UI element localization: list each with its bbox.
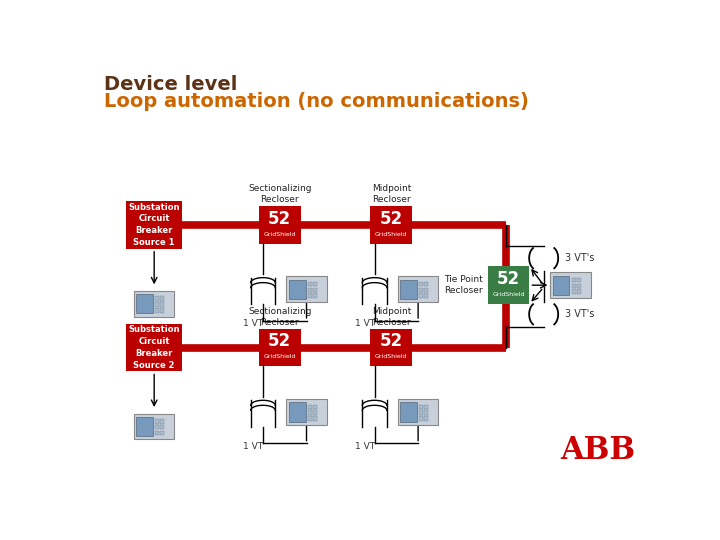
Bar xyxy=(307,294,312,298)
Bar xyxy=(156,425,159,429)
Bar xyxy=(577,284,580,288)
Bar xyxy=(424,404,428,409)
Bar xyxy=(419,404,423,409)
Bar xyxy=(136,294,153,313)
Bar xyxy=(424,288,428,292)
Bar xyxy=(312,282,317,286)
Bar xyxy=(156,296,159,301)
Text: GridShield: GridShield xyxy=(264,354,296,359)
Bar xyxy=(134,414,174,440)
Bar xyxy=(419,410,423,415)
Bar xyxy=(398,276,438,302)
Bar xyxy=(312,288,317,292)
Bar xyxy=(419,282,423,286)
Text: 1 VT: 1 VT xyxy=(355,319,375,328)
Bar xyxy=(156,419,159,424)
Bar xyxy=(161,419,164,424)
Text: 1 VT: 1 VT xyxy=(355,442,375,450)
Bar xyxy=(577,289,580,294)
Text: GridShield: GridShield xyxy=(264,232,296,237)
Bar xyxy=(398,399,438,425)
Bar xyxy=(136,417,153,436)
Text: 52: 52 xyxy=(379,210,403,228)
Bar xyxy=(156,302,159,307)
Bar xyxy=(161,296,164,301)
Bar xyxy=(161,425,164,429)
Bar xyxy=(312,410,317,415)
Bar xyxy=(577,278,580,282)
Text: 1 VT: 1 VT xyxy=(243,319,264,328)
Text: Loop automation (no communications): Loop automation (no communications) xyxy=(104,92,528,111)
Text: Midpoint
Recloser: Midpoint Recloser xyxy=(372,307,411,327)
Bar xyxy=(424,416,428,421)
Bar xyxy=(161,308,164,313)
Text: 52: 52 xyxy=(268,332,292,350)
Bar xyxy=(258,206,301,244)
Bar xyxy=(400,280,417,299)
Bar xyxy=(287,276,327,302)
Text: 3 VT's: 3 VT's xyxy=(565,253,594,263)
Bar xyxy=(487,266,529,304)
Bar xyxy=(370,206,413,244)
Text: Substation
Circuit
Breaker
Source 1: Substation Circuit Breaker Source 1 xyxy=(128,202,180,247)
Text: Midpoint
Recloser: Midpoint Recloser xyxy=(372,184,411,204)
Text: 3 VT's: 3 VT's xyxy=(565,309,594,319)
Bar xyxy=(312,404,317,409)
Text: Tie Point
Recloser: Tie Point Recloser xyxy=(444,275,483,295)
Bar xyxy=(161,431,164,435)
Text: GridShield: GridShield xyxy=(492,292,525,297)
Bar xyxy=(156,431,159,435)
Bar xyxy=(126,323,182,372)
Bar xyxy=(258,329,301,366)
Bar xyxy=(424,410,428,415)
Bar xyxy=(400,402,417,422)
Bar xyxy=(307,288,312,292)
Bar xyxy=(552,275,570,295)
Bar xyxy=(550,272,590,298)
Bar xyxy=(419,416,423,421)
Bar xyxy=(424,294,428,298)
Text: 52: 52 xyxy=(379,332,403,350)
Text: Sectionalizing
Recloser: Sectionalizing Recloser xyxy=(248,307,312,327)
Bar xyxy=(572,284,575,288)
Bar xyxy=(289,280,305,299)
Bar xyxy=(572,289,575,294)
Text: GridShield: GridShield xyxy=(375,232,408,237)
Bar xyxy=(307,416,312,421)
Bar xyxy=(289,402,305,422)
Bar xyxy=(156,308,159,313)
Text: ABB: ABB xyxy=(560,435,635,466)
Text: Device level: Device level xyxy=(104,75,238,94)
Bar xyxy=(424,282,428,286)
Bar xyxy=(161,302,164,307)
Bar xyxy=(312,294,317,298)
Bar xyxy=(307,410,312,415)
Bar xyxy=(307,404,312,409)
Bar xyxy=(312,416,317,421)
Bar xyxy=(419,294,423,298)
Text: 52: 52 xyxy=(497,270,520,288)
Bar xyxy=(287,399,327,425)
Bar xyxy=(134,291,174,317)
Bar xyxy=(370,329,413,366)
Text: Sectionalizing
Recloser: Sectionalizing Recloser xyxy=(248,184,312,204)
Text: Substation
Circuit
Breaker
Source 2: Substation Circuit Breaker Source 2 xyxy=(128,325,180,370)
Bar xyxy=(126,201,182,249)
Text: 1 VT: 1 VT xyxy=(243,442,264,450)
Text: GridShield: GridShield xyxy=(375,354,408,359)
Bar xyxy=(419,288,423,292)
Bar xyxy=(307,282,312,286)
Text: 52: 52 xyxy=(268,210,292,228)
Bar xyxy=(572,278,575,282)
